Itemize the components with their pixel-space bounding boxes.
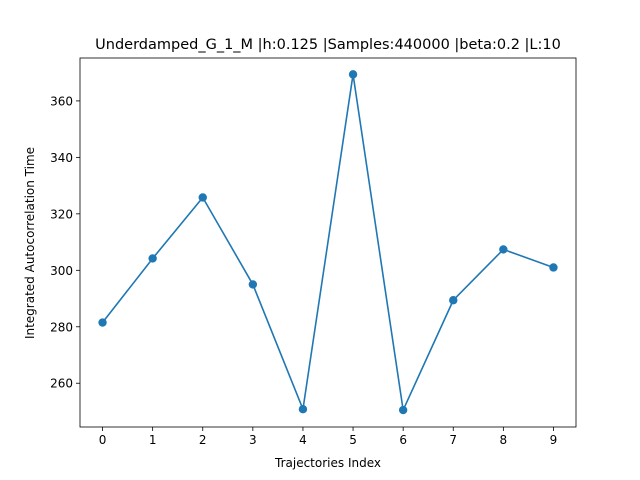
data-point [348, 70, 358, 79]
x-tick-label: 1 [149, 433, 157, 447]
data-point [449, 296, 458, 305]
data-point [98, 318, 107, 327]
series-line [101, 73, 554, 411]
x-tick-label: 9 [550, 433, 558, 447]
x-tick-label: 0 [99, 433, 107, 447]
x-tick-label: 8 [500, 433, 508, 447]
y-tick-label: 340 [50, 151, 73, 165]
x-axis-label: Trajectories Index [274, 456, 381, 470]
x-tick-label: 5 [349, 433, 357, 447]
data-point [248, 280, 258, 289]
x-tick-label: 6 [399, 433, 407, 447]
y-tick-label: 280 [50, 320, 73, 334]
data-point [499, 245, 508, 254]
y-tick-label: 320 [50, 207, 73, 221]
y-tick-label: 360 [50, 94, 73, 108]
data-point [398, 405, 408, 415]
chart-title: Underdamped_G_1_M |h:0.125 |Samples:4400… [95, 37, 561, 53]
y-tick-label: 260 [50, 377, 73, 391]
x-tick-label: 3 [249, 433, 257, 447]
x-tick-label: 2 [199, 433, 207, 447]
data-point [298, 405, 308, 414]
y-tick-label: 300 [50, 264, 73, 278]
y-axis-label: Integrated Autocorrelation Time [23, 147, 37, 339]
x-tick-label: 7 [449, 433, 457, 447]
data-point [549, 263, 558, 272]
data-point [198, 193, 207, 202]
x-tick-label: 4 [299, 433, 307, 447]
data-point [148, 254, 157, 263]
axes-frame [79, 57, 577, 428]
plot-area: 0 1 2 3 4 5 6 7 8 9 260 280 300 320 340 360 [50, 57, 577, 447]
